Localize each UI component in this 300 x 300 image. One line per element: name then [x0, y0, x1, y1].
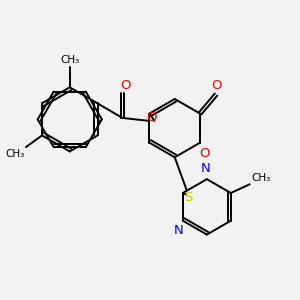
Text: O: O — [146, 111, 157, 124]
Text: N: N — [174, 224, 183, 237]
Text: O: O — [199, 147, 210, 160]
Text: S: S — [184, 191, 192, 204]
Text: O: O — [211, 79, 221, 92]
Text: N: N — [200, 162, 210, 175]
Text: CH₃: CH₃ — [251, 173, 271, 183]
Text: O: O — [120, 79, 130, 92]
Text: CH₃: CH₃ — [60, 56, 80, 65]
Text: CH₃: CH₃ — [5, 148, 25, 158]
